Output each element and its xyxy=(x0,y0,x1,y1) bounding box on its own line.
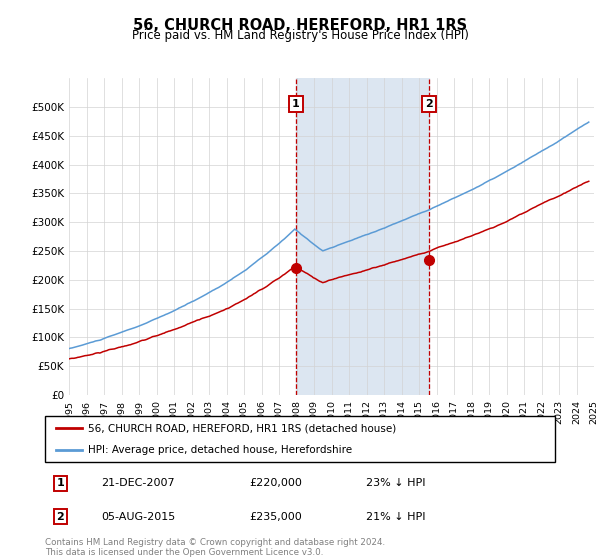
FancyBboxPatch shape xyxy=(45,416,555,462)
Text: Price paid vs. HM Land Registry's House Price Index (HPI): Price paid vs. HM Land Registry's House … xyxy=(131,29,469,42)
Text: 23% ↓ HPI: 23% ↓ HPI xyxy=(366,478,426,488)
Text: 1: 1 xyxy=(292,99,300,109)
Text: £235,000: £235,000 xyxy=(249,512,302,522)
Text: Contains HM Land Registry data © Crown copyright and database right 2024.
This d: Contains HM Land Registry data © Crown c… xyxy=(45,538,385,557)
Text: 2: 2 xyxy=(425,99,433,109)
Text: 21-DEC-2007: 21-DEC-2007 xyxy=(101,478,175,488)
Text: 2: 2 xyxy=(56,512,64,522)
Text: HPI: Average price, detached house, Herefordshire: HPI: Average price, detached house, Here… xyxy=(88,445,352,455)
Text: 56, CHURCH ROAD, HEREFORD, HR1 1RS: 56, CHURCH ROAD, HEREFORD, HR1 1RS xyxy=(133,18,467,33)
Text: 56, CHURCH ROAD, HEREFORD, HR1 1RS (detached house): 56, CHURCH ROAD, HEREFORD, HR1 1RS (deta… xyxy=(88,423,397,433)
Text: 05-AUG-2015: 05-AUG-2015 xyxy=(101,512,175,522)
Text: 1: 1 xyxy=(56,478,64,488)
Text: 21% ↓ HPI: 21% ↓ HPI xyxy=(366,512,426,522)
Bar xyxy=(296,78,430,395)
Text: £220,000: £220,000 xyxy=(249,478,302,488)
